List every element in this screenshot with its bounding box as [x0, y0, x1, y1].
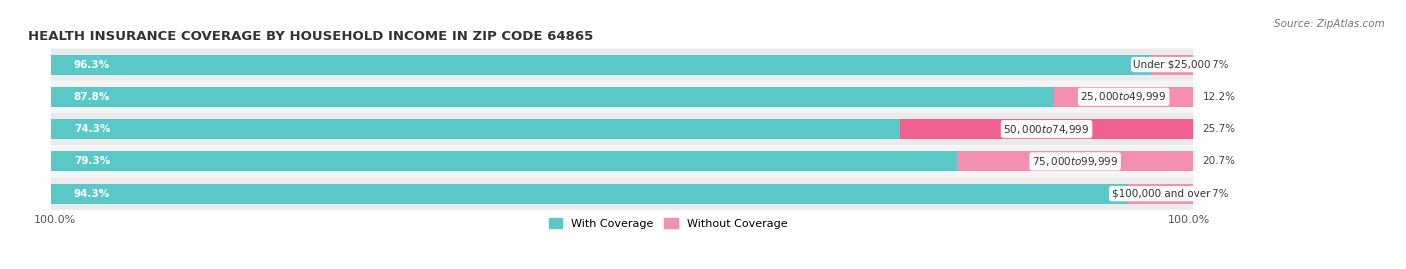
Bar — [900, 119, 1194, 139]
Bar — [957, 151, 1194, 171]
Text: 94.3%: 94.3% — [73, 189, 110, 199]
Text: 79.3%: 79.3% — [73, 156, 110, 167]
Bar — [51, 55, 1152, 75]
Text: Source: ZipAtlas.com: Source: ZipAtlas.com — [1274, 19, 1385, 29]
FancyBboxPatch shape — [51, 178, 1194, 210]
Text: 87.8%: 87.8% — [73, 92, 110, 102]
Bar — [51, 151, 957, 171]
Text: 96.3%: 96.3% — [73, 59, 110, 70]
Legend: With Coverage, Without Coverage: With Coverage, Without Coverage — [544, 214, 792, 233]
Text: 100.0%: 100.0% — [1168, 215, 1211, 225]
Bar — [1054, 87, 1194, 107]
Bar — [1128, 184, 1194, 204]
Text: 100.0%: 100.0% — [34, 215, 76, 225]
Text: 25.7%: 25.7% — [1202, 124, 1236, 134]
Text: $75,000 to $99,999: $75,000 to $99,999 — [1032, 155, 1118, 168]
Text: Under $25,000: Under $25,000 — [1133, 59, 1211, 70]
Text: 12.2%: 12.2% — [1202, 92, 1236, 102]
Text: 20.7%: 20.7% — [1202, 156, 1236, 167]
Text: 5.7%: 5.7% — [1202, 189, 1229, 199]
Bar — [51, 119, 900, 139]
FancyBboxPatch shape — [51, 81, 1194, 113]
Text: $100,000 and over: $100,000 and over — [1112, 189, 1211, 199]
FancyBboxPatch shape — [51, 145, 1194, 178]
FancyBboxPatch shape — [51, 48, 1194, 81]
Text: HEALTH INSURANCE COVERAGE BY HOUSEHOLD INCOME IN ZIP CODE 64865: HEALTH INSURANCE COVERAGE BY HOUSEHOLD I… — [28, 30, 593, 43]
Bar — [51, 87, 1054, 107]
Text: $50,000 to $74,999: $50,000 to $74,999 — [1004, 123, 1090, 136]
Text: 3.7%: 3.7% — [1202, 59, 1229, 70]
Bar — [1152, 55, 1194, 75]
Text: 74.3%: 74.3% — [73, 124, 110, 134]
FancyBboxPatch shape — [51, 113, 1194, 145]
Bar — [51, 184, 1128, 204]
Text: $25,000 to $49,999: $25,000 to $49,999 — [1080, 90, 1167, 103]
